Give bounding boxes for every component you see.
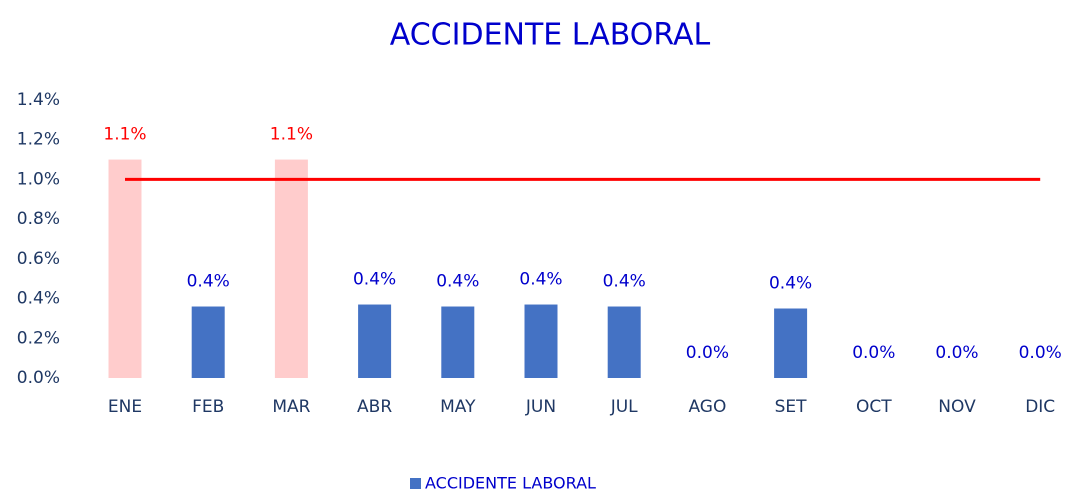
x-tick-label: MAR xyxy=(272,397,310,417)
data-label: 1.1% xyxy=(103,125,146,145)
data-label: 0.4% xyxy=(353,270,396,290)
bar xyxy=(524,304,558,378)
x-tick-label: MAY xyxy=(440,397,476,417)
x-tick-label: ENE xyxy=(108,397,142,417)
bar xyxy=(441,306,475,378)
data-label: 0.4% xyxy=(769,274,812,294)
y-tick-label: 0.4% xyxy=(17,289,60,309)
y-tick-label: 1.0% xyxy=(17,169,60,189)
bar xyxy=(774,308,808,378)
data-label-bg xyxy=(349,265,400,294)
x-tick-label: ABR xyxy=(357,397,392,417)
y-tick-label: 1.2% xyxy=(17,130,60,150)
bar xyxy=(607,306,641,378)
data-label: 0.4% xyxy=(436,272,479,292)
data-label-bg xyxy=(432,267,483,296)
data-label-bg xyxy=(599,267,650,296)
data-label: 0.0% xyxy=(935,343,978,363)
data-label-bg xyxy=(1015,339,1066,367)
data-label: 1.1% xyxy=(270,125,313,145)
data-label: 0.0% xyxy=(686,343,729,363)
data-label-bg xyxy=(183,267,234,296)
x-tick-label: FEB xyxy=(192,397,224,417)
data-label-bg xyxy=(932,339,982,367)
x-tick-label: AGO xyxy=(688,397,726,417)
y-tick-label: 0.0% xyxy=(17,368,60,388)
bar xyxy=(358,304,392,378)
y-tick-label: 0.6% xyxy=(17,249,60,269)
legend-swatch xyxy=(410,478,421,489)
y-tick-label: 1.4% xyxy=(17,90,60,110)
data-label-bg xyxy=(765,269,816,298)
data-label: 0.0% xyxy=(1019,343,1062,363)
legend-label: ACCIDENTE LABORAL xyxy=(425,474,596,493)
bar xyxy=(274,159,308,378)
x-tick-label: JUL xyxy=(610,397,638,417)
x-tick-label: SET xyxy=(775,397,808,417)
data-label-bg xyxy=(848,339,899,367)
y-tick-label: 0.2% xyxy=(17,328,60,348)
bar xyxy=(191,306,225,378)
x-tick-label: NOV xyxy=(938,397,976,417)
y-tick-label: 0.8% xyxy=(17,209,60,229)
data-label: 0.4% xyxy=(187,272,230,292)
bar xyxy=(108,159,142,378)
data-label-bg xyxy=(682,339,733,367)
data-label-bg xyxy=(516,265,566,294)
x-tick-label: OCT xyxy=(856,397,892,417)
chart-title: ACCIDENTE LABORAL xyxy=(390,18,711,53)
data-label: 0.0% xyxy=(852,343,895,363)
x-tick-label: DIC xyxy=(1025,397,1055,417)
x-tick-label: JUN xyxy=(525,397,556,417)
data-label: 0.4% xyxy=(603,272,646,292)
data-label: 0.4% xyxy=(519,270,562,290)
